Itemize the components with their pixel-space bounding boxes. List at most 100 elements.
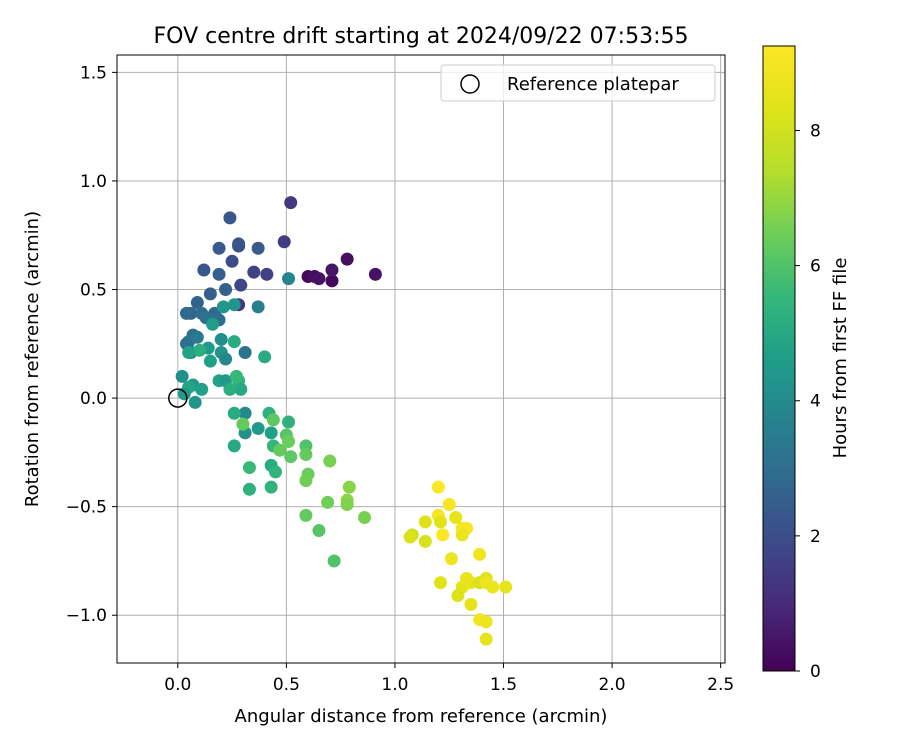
data-point [436, 528, 450, 542]
data-point [227, 439, 241, 453]
data-point [269, 465, 283, 479]
legend-marker-icon [460, 74, 480, 94]
data-point [431, 480, 445, 494]
data-point [444, 552, 458, 566]
colorbar-tick-label: 4 [810, 392, 821, 412]
data-point [214, 332, 228, 346]
data-point [342, 480, 356, 494]
data-point [219, 352, 233, 366]
data-point [486, 580, 500, 594]
data-point [299, 508, 313, 522]
data-point [284, 196, 298, 210]
y-tick-label: 1.5 [80, 63, 107, 83]
data-point [340, 252, 354, 266]
y-tick-label: −0.5 [66, 498, 107, 518]
data-point [284, 450, 298, 464]
x-tick-label: 0.0 [164, 675, 191, 695]
data-point [229, 369, 243, 383]
legend-box [440, 64, 716, 102]
data-point [479, 615, 493, 629]
data-point [238, 345, 252, 359]
data-point [227, 406, 241, 420]
grid-lines [117, 55, 725, 663]
data-point [223, 211, 237, 225]
colorbar-label: Hours from first FF file [830, 258, 851, 459]
data-point [499, 580, 513, 594]
data-point [418, 515, 432, 529]
data-point [273, 443, 287, 457]
data-point [251, 241, 265, 255]
data-point [190, 330, 204, 344]
data-point [312, 272, 326, 286]
data-point [242, 482, 256, 496]
data-point [212, 267, 226, 281]
data-point [266, 413, 280, 427]
data-point [212, 241, 226, 255]
data-point [188, 395, 202, 409]
data-point [203, 287, 217, 301]
data-point [197, 263, 211, 277]
data-point [323, 454, 337, 468]
reference-platepar-marker [168, 388, 188, 408]
data-point [325, 274, 339, 288]
data-point [234, 382, 248, 396]
data-point [193, 343, 207, 357]
x-tick-label: 1.0 [381, 675, 408, 695]
y-tick-label: 1.0 [80, 172, 107, 192]
x-tick-label: 2.0 [599, 675, 626, 695]
data-point [206, 317, 220, 331]
data-point [434, 576, 448, 590]
data-point [479, 632, 493, 646]
x-tick-label: 1.5 [490, 675, 517, 695]
data-point [277, 235, 291, 249]
data-point [358, 511, 372, 525]
data-point [321, 495, 335, 509]
data-point [225, 254, 239, 268]
scatter-points [175, 196, 513, 646]
legend-label: Reference platepar [507, 74, 679, 95]
data-point [418, 534, 432, 548]
data-point [449, 511, 463, 525]
data-point [219, 283, 233, 297]
data-point [247, 265, 261, 279]
x-tick-label: 0.5 [273, 675, 300, 695]
data-point [195, 382, 209, 396]
data-point [227, 298, 241, 312]
data-point [442, 497, 456, 511]
y-axis-label: Rotation from reference (arcmin) [22, 211, 43, 507]
data-point [264, 426, 278, 440]
data-point [299, 448, 313, 462]
data-point [251, 421, 265, 435]
data-point [282, 415, 296, 429]
data-point [223, 382, 237, 396]
data-point [451, 589, 465, 603]
data-point [179, 306, 193, 320]
colorbar [762, 45, 796, 672]
data-point [282, 435, 296, 449]
data-point [434, 515, 448, 529]
data-point [175, 369, 189, 383]
colorbar-ticks: 0 2 4 6 8 [795, 121, 821, 682]
data-point [190, 296, 204, 310]
data-point [238, 406, 252, 420]
colorbar-tick-label: 8 [810, 121, 821, 141]
data-point [251, 300, 265, 314]
x-axis-label: Angular distance from reference (arcmin) [235, 706, 608, 727]
axes-frame [116, 54, 726, 664]
data-point [182, 345, 196, 359]
data-point [236, 417, 250, 431]
data-point [227, 335, 241, 349]
data-point [260, 267, 274, 281]
data-point [264, 480, 278, 494]
data-point [340, 497, 354, 511]
colorbar-tick-label: 2 [810, 527, 821, 547]
data-point [368, 267, 382, 281]
legend: Reference platepar [440, 64, 716, 102]
data-point [203, 354, 217, 368]
data-point [234, 278, 248, 292]
data-point [216, 300, 230, 314]
data-point [299, 474, 313, 488]
data-point [455, 528, 469, 542]
data-point [327, 554, 341, 568]
